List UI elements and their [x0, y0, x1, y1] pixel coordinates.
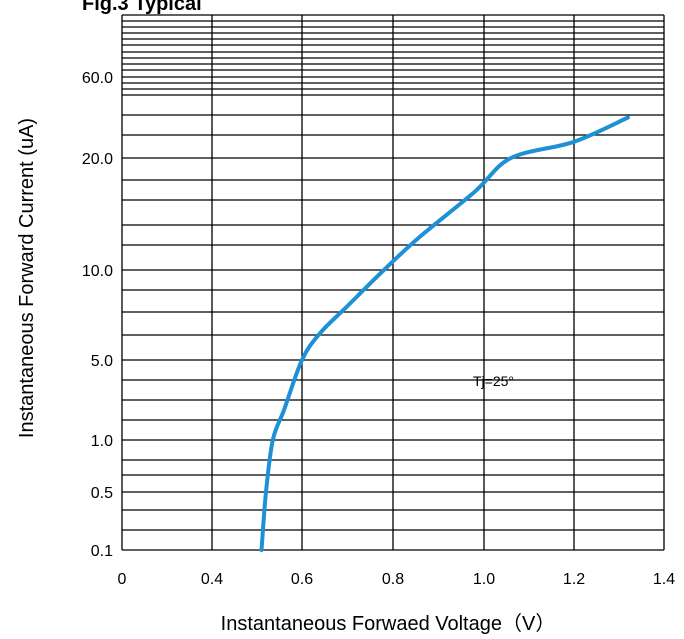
y-tick-label: 0.5: [91, 485, 113, 502]
y-tick-label: 10.0: [82, 263, 113, 280]
x-tick-labels: 0 0.4 0.6 0.8 1.0 1.2 1.4: [118, 571, 676, 588]
y-tick-label: 5.0: [91, 353, 113, 370]
y-tick-label: 60.0: [82, 70, 113, 87]
x-tick-label: 0.4: [201, 571, 223, 588]
y-tick-label: 20.0: [82, 151, 113, 168]
x-tick-label: 1.2: [563, 571, 585, 588]
x-tick-label: 0.8: [382, 571, 404, 588]
x-tick-label: 0.6: [291, 571, 313, 588]
y-axis-label: Instantaneous Forward Current (uA): [16, 118, 38, 438]
chart-title: Fig.3 Typical: [82, 0, 202, 15]
series-line: [259, 115, 630, 552]
y-tick-label: 1.0: [91, 433, 113, 450]
y-tick-labels: 0.1 0.5 1.0 5.0 10.0 20.0 60.0: [82, 70, 113, 560]
temperature-annotation: Tj=25°: [473, 373, 514, 389]
x-tick-label: 1.4: [653, 571, 675, 588]
x-tick-label: 0: [118, 571, 127, 588]
grid: [121, 14, 665, 551]
y-tick-label: 0.1: [91, 543, 113, 560]
series-layer: [259, 115, 630, 552]
x-axis-label: Instantaneous Forwaed Voltage（V）: [221, 612, 556, 635]
x-tick-label: 1.0: [473, 571, 495, 588]
